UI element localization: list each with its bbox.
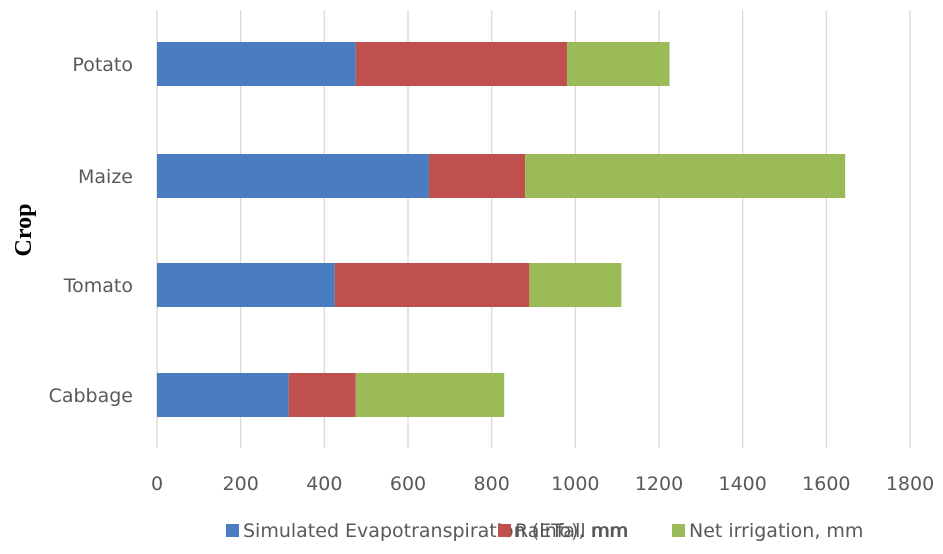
legend-swatch-1 [226, 524, 239, 537]
bar-tomato-series-3 [529, 263, 622, 307]
category-labels: Potato Maize Tomato Cabbage [49, 54, 133, 407]
x-tick-label: 0 [151, 473, 163, 495]
bar-maize-series-3 [525, 154, 846, 198]
x-tick-label: 1000 [551, 473, 599, 495]
category-label-maize: Maize [78, 166, 133, 188]
bar-potato-series-2 [355, 42, 567, 86]
bars [157, 42, 846, 417]
legend-label-3: Net irrigation, mm [689, 520, 863, 542]
legend-swatch-2 [498, 524, 511, 537]
category-label-potato: Potato [72, 54, 133, 76]
bar-cabbage-series-3 [355, 373, 505, 417]
y-axis-title: Crop [11, 204, 37, 257]
x-tick-label: 1400 [718, 473, 766, 495]
bar-tomato-series-1 [157, 263, 335, 307]
x-tick-label: 200 [223, 473, 259, 495]
x-tick-label: 600 [390, 473, 426, 495]
bar-cabbage-series-1 [157, 373, 289, 417]
category-label-cabbage: Cabbage [49, 385, 133, 407]
bar-tomato-series-2 [334, 263, 530, 307]
bar-potato-series-1 [157, 42, 356, 86]
legend-swatch-3 [672, 524, 685, 537]
x-tick-label: 1600 [802, 473, 850, 495]
bar-maize-series-2 [428, 154, 526, 198]
legend-label-2: Rainfall mm [515, 520, 629, 542]
bar-potato-series-3 [566, 42, 670, 86]
bar-maize-series-1 [157, 154, 429, 198]
bar-cabbage-series-2 [288, 373, 356, 417]
x-tick-label: 400 [306, 473, 342, 495]
x-tick-label: 800 [474, 473, 510, 495]
x-tick-label: 1800 [886, 473, 934, 495]
category-label-tomato: Tomato [63, 275, 133, 297]
legend: Simulated Evapotranspiration (ETo), mmRa… [226, 520, 863, 542]
x-tick-label: 1200 [635, 473, 683, 495]
legend-label-1: Simulated Evapotranspiration (ETo), mm [243, 520, 628, 542]
x-tick-labels: 0 200 400 600 800 1000 1200 1400 1600 1800 [151, 473, 934, 495]
